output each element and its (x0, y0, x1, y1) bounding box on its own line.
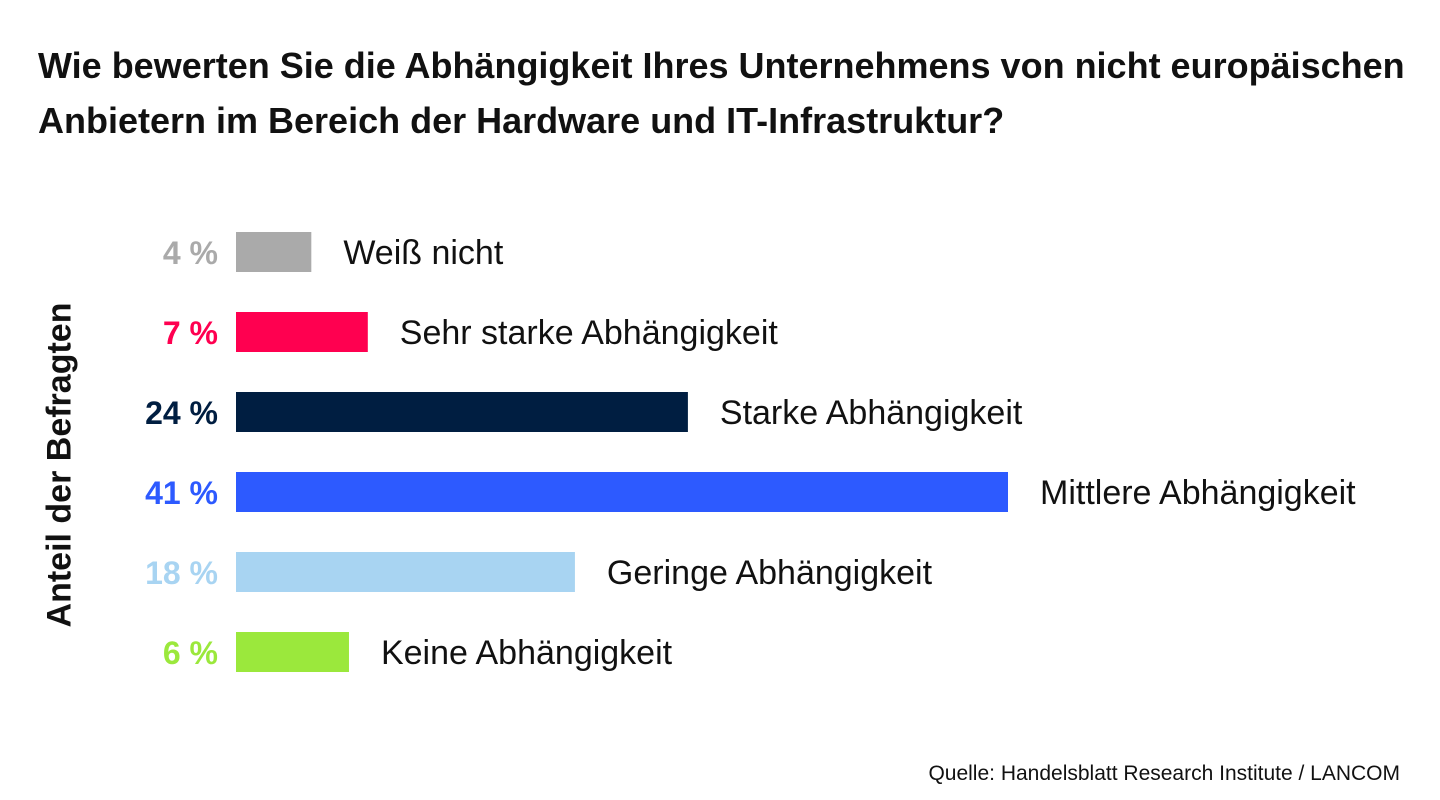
category-label: Weiß nicht (343, 234, 504, 272)
bar (236, 392, 688, 432)
bar (236, 472, 1008, 512)
value-label: 18 % (145, 555, 218, 591)
bar (236, 232, 312, 272)
category-label: Keine Abhängigkeit (381, 634, 673, 672)
category-label: Mittlere Abhängigkeit (1040, 474, 1356, 512)
bar (236, 632, 349, 672)
value-label: 7 % (163, 315, 218, 351)
bar (236, 552, 575, 592)
chart-title: Wie bewerten Sie die Abhängigkeit Ihres … (38, 45, 1405, 141)
category-label: Starke Abhängigkeit (720, 394, 1023, 432)
value-label: 4 % (163, 235, 218, 271)
source-note: Quelle: Handelsblatt Research Institute … (928, 762, 1400, 785)
value-label: 41 % (145, 475, 218, 511)
value-label: 6 % (163, 635, 218, 671)
value-label: 24 % (145, 395, 218, 431)
category-label: Sehr starke Abhängigkeit (400, 314, 779, 352)
category-label: Geringe Abhängigkeit (607, 554, 933, 592)
bar (236, 312, 368, 352)
